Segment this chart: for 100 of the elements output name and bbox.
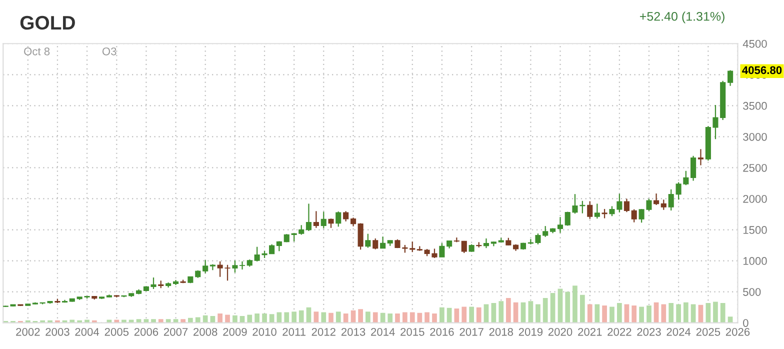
candlestick	[461, 240, 467, 254]
bar	[484, 304, 489, 323]
bar	[587, 304, 592, 323]
y-tick-label: 0	[743, 319, 748, 327]
candlestick	[202, 260, 208, 274]
y-tick-label: 3000	[743, 132, 767, 141]
candlestick	[306, 203, 312, 232]
candlestick	[728, 70, 734, 86]
bar	[713, 302, 718, 323]
bar	[158, 319, 164, 323]
bar	[321, 312, 326, 323]
bar	[454, 308, 460, 323]
bar	[661, 304, 666, 323]
text: +52.40 (1.31%)	[640, 12, 724, 24]
bar	[70, 320, 75, 323]
bar	[225, 314, 230, 323]
y-tick-label: 2500	[743, 164, 767, 172]
candlestick	[439, 242, 445, 258]
y-tick-label: 500	[743, 288, 761, 296]
chart-title: GOLD	[20, 16, 75, 30]
bar	[336, 312, 341, 323]
y-tick-label: 2000	[743, 195, 767, 203]
candlestick	[343, 210, 349, 222]
bar	[298, 310, 304, 323]
bar	[328, 312, 334, 323]
annotation: Oct 8	[24, 47, 50, 56]
x-tick-label: 2014	[371, 328, 395, 336]
candlestick	[602, 208, 608, 219]
bar	[395, 314, 400, 323]
x-tick-label: 2005	[104, 328, 129, 336]
candlestick	[239, 260, 246, 270]
x-tick-label: 2018	[489, 328, 514, 336]
candlestick	[328, 218, 334, 228]
candlestick	[276, 240, 282, 252]
candlestick	[336, 210, 342, 228]
bar	[690, 304, 696, 323]
candlestick	[232, 260, 238, 274]
x-tick-label: 2024	[666, 328, 691, 336]
bar	[284, 312, 290, 323]
bar	[202, 315, 208, 323]
bar	[565, 292, 570, 323]
x-tick-label: 2015	[400, 328, 424, 336]
bar	[254, 314, 260, 323]
x-tick-label: 2017	[460, 328, 484, 336]
bar	[122, 320, 126, 323]
x-tick-label: 2002	[16, 328, 40, 336]
bar	[528, 301, 534, 323]
x-tick-label: 2026	[726, 328, 750, 336]
bar	[114, 320, 120, 323]
bar	[550, 293, 556, 323]
bar	[424, 312, 430, 323]
bar	[580, 294, 585, 323]
candlestick	[483, 238, 490, 249]
bar	[610, 306, 614, 323]
bar	[602, 305, 607, 323]
bar	[314, 312, 319, 323]
bar	[632, 305, 637, 323]
annotation: O3	[102, 47, 116, 56]
bar	[594, 304, 600, 323]
candlestick	[690, 155, 696, 182]
bar	[128, 320, 134, 323]
bar	[536, 304, 540, 323]
bar	[491, 302, 496, 323]
y-tick-label: 4500	[742, 40, 767, 48]
bar	[358, 309, 363, 323]
x-tick-label: 2023	[637, 328, 661, 336]
bar	[476, 307, 482, 323]
x-tick-label: 2007	[164, 328, 188, 336]
bar	[151, 319, 156, 323]
bar	[469, 306, 474, 323]
bar	[269, 314, 274, 323]
bar	[498, 301, 504, 323]
candlestick	[372, 238, 378, 250]
bar	[513, 302, 518, 323]
bar	[188, 318, 193, 323]
candlestick	[631, 208, 637, 223]
bar	[720, 302, 726, 323]
candlestick	[698, 148, 704, 166]
bar	[558, 288, 563, 323]
bar	[446, 308, 452, 323]
bar	[654, 302, 659, 323]
candlestick	[320, 211, 326, 229]
bar	[388, 314, 393, 323]
bar	[542, 298, 548, 323]
y-tick-label: 1500	[743, 226, 767, 234]
x-tick-label: 2010	[252, 328, 276, 336]
x-tick-label: 2021	[578, 328, 602, 336]
bar	[617, 302, 622, 323]
x-tick-label: 2019	[518, 328, 543, 336]
bar	[410, 312, 415, 323]
candlestick	[365, 233, 371, 248]
x-tick-label: 2011	[282, 328, 306, 336]
x-tick-label: 2009	[223, 328, 247, 336]
bar	[624, 304, 630, 323]
bar	[106, 320, 112, 323]
bar	[639, 306, 644, 323]
bar	[166, 319, 171, 323]
bar	[366, 312, 370, 323]
bar	[247, 314, 252, 323]
bar	[520, 302, 526, 323]
